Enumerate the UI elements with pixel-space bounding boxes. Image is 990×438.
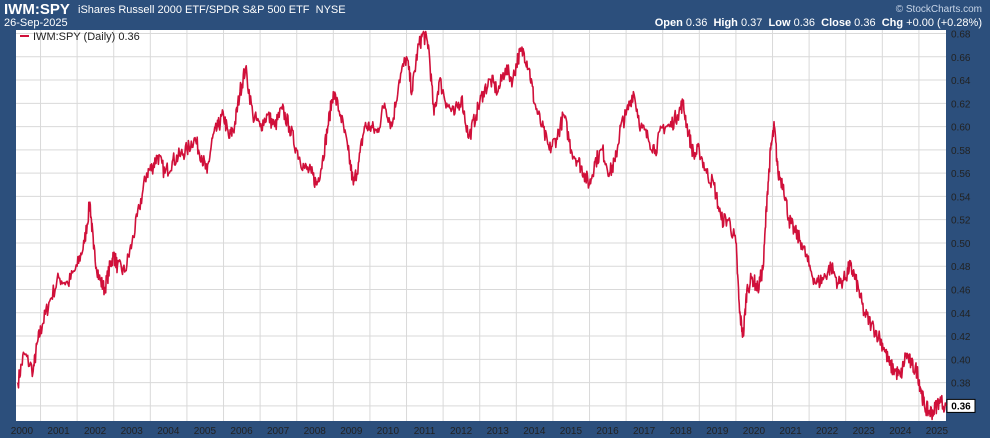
x-tick-label: 2021 xyxy=(779,426,802,437)
y-tick-label: 0.58 xyxy=(951,146,971,157)
high-value: 0.37 xyxy=(740,17,763,29)
chart-header: IWM:SPY iShares Russell 2000 ETF/SPDR S&… xyxy=(0,0,990,30)
open-label: Open xyxy=(654,17,683,29)
chart-date: 26-Sep-2025 xyxy=(4,17,68,29)
x-tick-label: 2013 xyxy=(487,426,510,437)
y-tick-label: 0.56 xyxy=(951,169,971,180)
y-tick-label: 0.38 xyxy=(951,379,971,390)
x-tick-label: 2018 xyxy=(670,426,693,437)
y-tick-label: 0.42 xyxy=(951,332,971,343)
x-tick-label: 2014 xyxy=(523,426,546,437)
y-tick-label: 0.54 xyxy=(951,192,971,203)
y-axis-labels: 0.36 0.38 0.40 0.42 0.44 0.46 0.48 0.50 0.52 0.54… xyxy=(951,29,971,412)
x-tick-label: 2003 xyxy=(121,426,144,437)
y-tick-label: 0.62 xyxy=(951,99,971,110)
y-tick-label: 0.40 xyxy=(951,355,971,366)
x-tick-label: 2004 xyxy=(157,426,180,437)
y-tick-label: 0.48 xyxy=(951,262,971,273)
x-tick-label: 2023 xyxy=(853,426,876,437)
x-tick-label: 2002 xyxy=(84,426,107,437)
x-axis-labels: 2000 2001 2002 2003 2004 2005 2006 2007 2008 2009… xyxy=(11,426,949,437)
last-value-box xyxy=(946,398,976,413)
x-tick-label: 2000 xyxy=(11,426,34,437)
symbol-description: iShares Russell 2000 ETF/SPDR S&P 500 ET… xyxy=(78,4,346,16)
legend: IWM:SPY (Daily) 0.36 xyxy=(20,31,140,43)
y-tick-label: 0.46 xyxy=(951,286,971,297)
description-text: iShares Russell 2000 ETF/SPDR S&P 500 ET… xyxy=(78,4,310,16)
close-value: 0.36 xyxy=(854,17,876,29)
x-tick-label: 2016 xyxy=(596,426,619,437)
x-tick-label: 2008 xyxy=(304,426,327,437)
last-value-marker: 0.36 xyxy=(946,398,976,413)
last-value-label: 0.36 xyxy=(951,401,971,412)
x-tick-label: 2017 xyxy=(633,426,656,437)
close-label: Close xyxy=(821,17,852,29)
y-tick-label: 0.66 xyxy=(951,53,971,64)
x-tick-label: 2006 xyxy=(230,426,253,437)
x-tick-label: 2024 xyxy=(889,426,912,437)
x-tick-label: 2020 xyxy=(743,426,766,437)
legend-label: IWM:SPY (Daily) 0.36 xyxy=(33,31,140,43)
x-tick-label: 2001 xyxy=(47,426,70,437)
low-value: 0.36 xyxy=(793,17,815,29)
chg-label: Chg xyxy=(881,17,904,29)
quote-summary: Open 0.36 High 0.37 Low 0.36 Close 0.36 … xyxy=(655,17,982,29)
brand-watermark: © StockCharts.com xyxy=(895,4,982,15)
chg-value: +0.00 (+0.28%) xyxy=(906,17,982,29)
exchange-text: NYSE xyxy=(315,4,346,16)
plot-area xyxy=(16,30,946,421)
y-tick-label: 0.60 xyxy=(951,123,971,134)
y-tick-label: 0.68 xyxy=(951,29,971,40)
y-tick-label: 0.50 xyxy=(951,239,971,250)
x-tick-label: 2011 xyxy=(414,426,436,437)
grid-lines xyxy=(16,30,946,421)
high-label: High xyxy=(713,17,738,29)
x-tick-label: 2005 xyxy=(194,426,217,437)
open-value: 0.36 xyxy=(685,17,708,29)
x-tick-label: 2015 xyxy=(560,426,583,437)
y-tick-label: 0.44 xyxy=(951,309,971,320)
x-tick-label: 2025 xyxy=(926,426,949,437)
low-label: Low xyxy=(768,17,791,29)
y-tick-label: 0.64 xyxy=(951,76,971,87)
x-tick-label: 2012 xyxy=(450,426,473,437)
x-tick-label: 2007 xyxy=(267,426,290,437)
x-tick-label: 2010 xyxy=(377,426,400,437)
x-tick-label: 2022 xyxy=(816,426,839,437)
symbol-title: IWM:SPY xyxy=(4,1,70,18)
series-line-iwm-spy xyxy=(17,30,947,421)
y-tick-label: 0.52 xyxy=(951,216,971,227)
x-tick-label: 2009 xyxy=(340,426,363,437)
x-tick-label: 2019 xyxy=(706,426,729,437)
